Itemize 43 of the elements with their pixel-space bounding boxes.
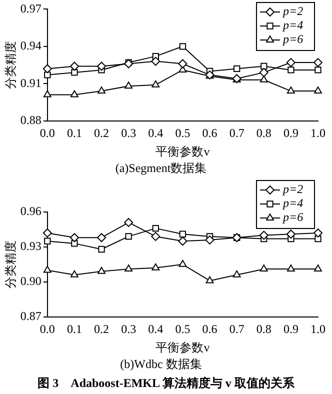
- legend-label: p=2: [282, 182, 304, 196]
- x-tick-label: 0.8: [256, 126, 272, 140]
- caption: 图 3 Adaboost-EMKL 算法精度与 v 取值的关系: [36, 375, 296, 392]
- text: (b)Wdbc 数据集: [120, 356, 202, 371]
- legend-label: p=6: [282, 210, 304, 224]
- x-tick-label: 0.1: [66, 322, 82, 336]
- legend-label: p=4: [282, 18, 304, 32]
- y-tick-label: 0.88: [20, 112, 42, 127]
- x-tick-label: 0.8: [256, 322, 272, 336]
- x-tick-label: 0.7: [229, 126, 244, 140]
- y-tick-label: 0.93: [20, 239, 42, 254]
- x-tick-label: 0.9: [283, 322, 298, 336]
- x-tick-label: 1.0: [310, 322, 326, 336]
- legend-label: p=6: [282, 32, 304, 46]
- x-tick-label: 0.3: [121, 126, 136, 140]
- y-tick-label: 0.96: [20, 204, 42, 218]
- x-tick-label: 0.7: [229, 322, 244, 336]
- y-axis-title: 分类精度: [3, 41, 18, 89]
- x-axis-title: 平衡参数v: [156, 340, 210, 355]
- legend-label: p=2: [282, 4, 304, 18]
- y-tick-label: 0.87: [20, 308, 42, 323]
- y-tick-label: 0.94: [20, 38, 42, 53]
- x-tick-label: 0.0: [40, 126, 55, 140]
- text: (a)Segment数据集: [115, 160, 207, 175]
- y-tick-label: 0.97: [20, 1, 42, 16]
- x-tick-label: 0.0: [40, 322, 55, 336]
- x-tick-label: 0.1: [66, 126, 82, 140]
- x-tick-label: 0.3: [121, 322, 136, 336]
- y-tick-label: 0.90: [20, 274, 42, 288]
- x-tick-label: 0.2: [94, 126, 110, 140]
- x-tick-label: 0.6: [202, 126, 218, 140]
- x-tick-label: 1.0: [310, 126, 326, 140]
- x-tick-label: 0.9: [283, 126, 298, 140]
- y-axis-title: 分类精度: [3, 240, 18, 288]
- x-tick-label: 0.4: [148, 126, 164, 140]
- x-tick-label: 0.6: [202, 322, 218, 336]
- x-tick-label: 0.4: [148, 322, 164, 336]
- x-tick-label: 0.5: [175, 322, 190, 336]
- x-axis-title: 平衡参数v: [156, 144, 210, 159]
- x-tick-label: 0.5: [175, 126, 190, 140]
- x-tick-label: 0.2: [94, 322, 110, 336]
- legend-label: p=4: [282, 196, 304, 210]
- y-tick-label: 0.91: [20, 76, 42, 90]
